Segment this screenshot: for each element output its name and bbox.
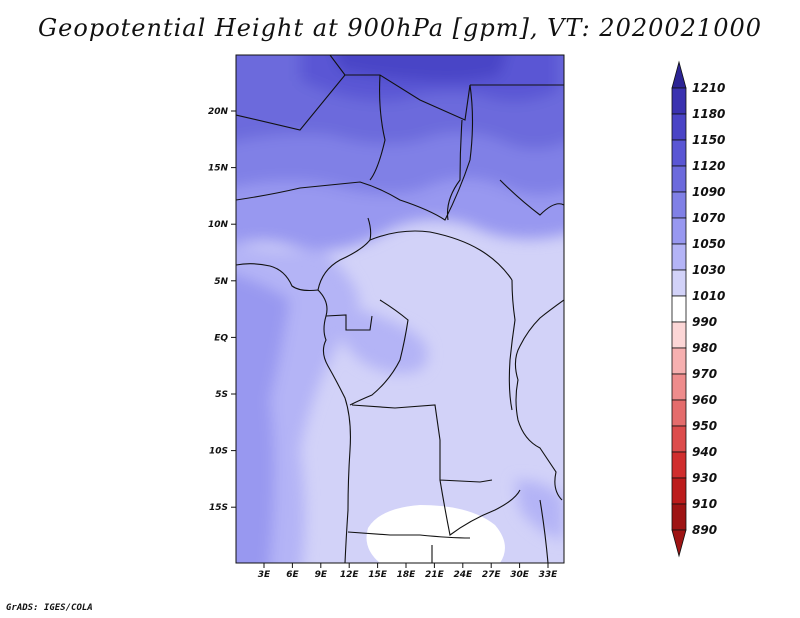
colorbar-label: 1210: [692, 81, 725, 95]
lon-tick-label: 24E: [453, 570, 473, 580]
colorbar-segment: [671, 113, 687, 141]
colorbar-label: 980: [692, 341, 717, 355]
coastline-west: [236, 263, 351, 563]
lon-tick-label: 21E: [425, 570, 445, 580]
colorbar-segment: [671, 347, 687, 375]
border-southeast: [539, 499, 549, 563]
geopotential-field: [236, 55, 564, 563]
colorbar-bottom-arrow: [671, 529, 687, 558]
colorbar-segment: [671, 243, 687, 271]
colorbar-segment: [671, 295, 687, 323]
lon-tick-label: 3E: [258, 570, 271, 580]
lon-tick-label: 27E: [482, 570, 502, 580]
border-angola-namibia: [347, 531, 471, 539]
colorbar-segment: [671, 425, 687, 453]
colorbar-segment: [671, 503, 687, 531]
lon-tick-label: 30E: [510, 570, 530, 580]
colorbar-top-arrow: [671, 60, 687, 89]
lat-tick-label: 10S: [209, 447, 228, 457]
coastline-east: [514, 299, 564, 501]
border-drc-angola: [351, 404, 493, 483]
lon-tick-label: 9E: [315, 570, 328, 580]
lat-tick-label: 20N: [208, 107, 229, 117]
colorbar-label: 1120: [692, 159, 725, 173]
colorbar-label: 950: [692, 419, 717, 433]
lat-tick-label: 15S: [209, 503, 228, 513]
border-nigeria-cameroon: [317, 217, 372, 291]
border-libya-chad: [345, 74, 471, 121]
border-gabon: [325, 314, 373, 331]
colorbar-label: 1070: [692, 211, 725, 225]
field-low-990: [366, 505, 505, 563]
border-drc-east: [508, 279, 516, 411]
colorbar-segment: [671, 217, 687, 245]
colorbar-segment: [671, 399, 687, 427]
lat-tick-label: 10N: [208, 220, 229, 230]
border-sudan-chad: [446, 119, 463, 221]
colorbar: 1210 1180 1150 1120 1090 1070 1050 1030 1010 990 9…: [671, 60, 725, 558]
lon-tick-label: 33E: [539, 570, 559, 580]
border-congo-drc: [349, 299, 409, 406]
lon-tick-label: 12E: [340, 570, 360, 580]
colorbar-segment: [671, 451, 687, 479]
colorbar-segment: [671, 165, 687, 193]
colorbar-label: 960: [692, 393, 717, 407]
border-algeria-niger: [236, 55, 346, 131]
field-congo-lobe: [330, 300, 428, 374]
grads-credit: GrADS: IGES/COLA: [6, 603, 93, 613]
field-se-lobe: [515, 480, 564, 540]
lon-tick-label: 6E: [286, 570, 299, 580]
colorbar-label: 970: [692, 367, 717, 381]
colorbar-segment: [671, 373, 687, 401]
colorbar-label: 910: [692, 497, 717, 511]
lat-tick-label: 5S: [215, 390, 228, 400]
colorbar-label: 1180: [692, 107, 725, 121]
colorbar-segment: [671, 87, 687, 115]
colorbar-label: 1010: [692, 289, 725, 303]
border-zambia: [439, 479, 521, 536]
colorbar-segment: [671, 477, 687, 505]
colorbar-label: 940: [692, 445, 717, 459]
lat-tick-label: 5N: [214, 277, 228, 287]
border-car-north: [369, 230, 513, 281]
colorbar-segment: [671, 139, 687, 167]
colorbar-segment: [671, 269, 687, 297]
map-frame: [235, 54, 565, 564]
colorbar-label: 1030: [692, 263, 725, 277]
field-west-1070: [236, 274, 290, 563]
country-borders: [236, 55, 564, 563]
chart-title: Geopotential Height at 900hPa [gpm], VT:…: [38, 14, 762, 42]
lat-tick-label: EQ: [214, 333, 228, 343]
colorbar-segment: [671, 191, 687, 219]
lat-tick-label: 15N: [208, 164, 229, 174]
colorbar-label: 890: [692, 523, 717, 537]
colorbar-label: 990: [692, 315, 717, 329]
colorbar-label: 1050: [692, 237, 725, 251]
lon-tick-label: 15E: [368, 570, 388, 580]
latitude-ticks: 20N 15N 10N 5N EQ 5S 10S 15S: [208, 107, 236, 513]
border-sahel: [236, 84, 474, 221]
lon-tick-label: 18E: [397, 570, 417, 580]
border-ethiopia: [499, 179, 564, 216]
colorbar-label: 1150: [692, 133, 725, 147]
colorbar-label: 1090: [692, 185, 725, 199]
colorbar-segment: [671, 321, 687, 349]
colorbar-label: 930: [692, 471, 717, 485]
border-niger-chad: [369, 74, 386, 181]
longitude-ticks: 3E 6E 9E 12E 15E 18E 21E 24E 27E 30E 33E: [258, 563, 558, 580]
